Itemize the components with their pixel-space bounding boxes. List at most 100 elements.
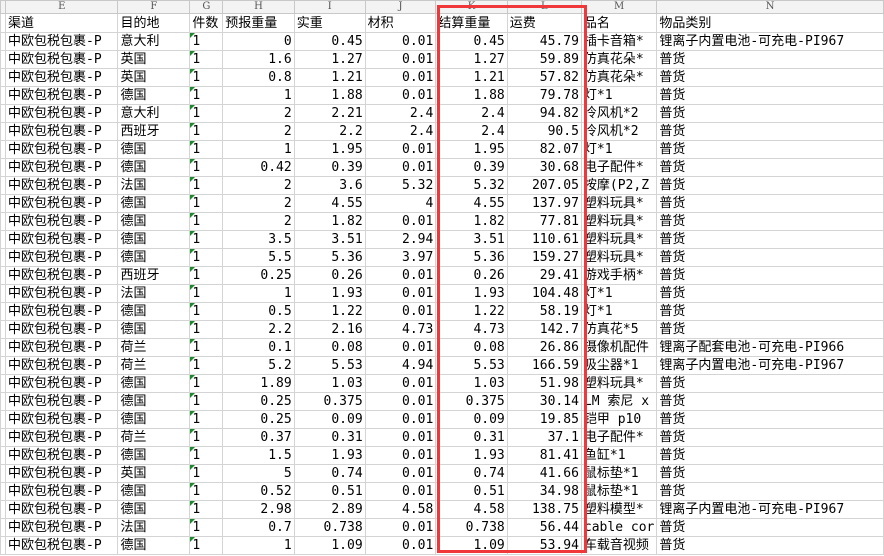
cell-forecast-weight[interactable]: 0.25 <box>222 410 295 429</box>
cell-volume[interactable]: 4 <box>364 194 437 213</box>
cell-destination[interactable]: 德国 <box>117 212 191 231</box>
cell-product-name[interactable]: 摄像机配件 <box>580 338 658 357</box>
cell-actual-weight[interactable]: 2.89 <box>293 500 366 519</box>
cell-channel[interactable]: 中欧包税包裹-P <box>4 284 119 303</box>
cell-channel[interactable]: 中欧包税包裹-P <box>4 500 119 519</box>
cell-destination[interactable]: 德国 <box>117 446 191 465</box>
cell-product-name[interactable]: 塑料玩具* <box>580 374 658 393</box>
cell-freight[interactable]: 207.05 <box>506 176 582 195</box>
cell-freight[interactable]: 19.85 <box>506 410 582 429</box>
cell-actual-weight[interactable]: 1.88 <box>293 86 366 105</box>
cell-channel[interactable]: 中欧包税包裹-P <box>4 158 119 177</box>
cell-actual-weight[interactable]: 1.82 <box>293 212 366 231</box>
cell-product-category[interactable]: 普货 <box>656 446 884 465</box>
cell-product-category[interactable]: 普货 <box>656 176 884 195</box>
cell-product-category[interactable]: 普货 <box>656 212 884 231</box>
cell-channel[interactable]: 中欧包税包裹-P <box>4 266 119 285</box>
cell-destination[interactable]: 英国 <box>117 68 191 87</box>
cell-destination[interactable]: 荷兰 <box>117 356 191 375</box>
cell-freight[interactable]: 159.27 <box>506 248 582 267</box>
header-cell-forecast-weight[interactable]: 预报重量 <box>222 13 295 33</box>
cell-channel[interactable]: 中欧包税包裹-P <box>4 446 119 465</box>
cell-piece-count[interactable]: 1 <box>189 212 224 231</box>
cell-actual-weight[interactable]: 2.2 <box>293 122 366 141</box>
cell-forecast-weight[interactable]: 2.2 <box>222 320 295 339</box>
cell-piece-count[interactable]: 1 <box>189 464 224 483</box>
cell-piece-count[interactable]: 1 <box>189 230 224 249</box>
cell-destination[interactable]: 西班牙 <box>117 122 191 141</box>
cell-actual-weight[interactable]: 0.375 <box>293 392 366 411</box>
cell-channel[interactable]: 中欧包税包裹-P <box>4 212 119 231</box>
cell-destination[interactable]: 意大利 <box>117 104 191 123</box>
cell-channel[interactable]: 中欧包税包裹-P <box>4 122 119 141</box>
cell-settlement-weight[interactable]: 0.74 <box>435 464 508 483</box>
cell-product-name[interactable]: 电子配件* <box>580 428 658 447</box>
column-header-f[interactable]: F <box>117 0 191 14</box>
cell-settlement-weight[interactable]: 5.53 <box>435 356 508 375</box>
cell-destination[interactable]: 德国 <box>117 410 191 429</box>
cell-freight[interactable]: 104.48 <box>506 284 582 303</box>
cell-settlement-weight[interactable]: 1.93 <box>435 284 508 303</box>
cell-product-name[interactable]: LM 索尼 x <box>580 392 658 411</box>
cell-product-category[interactable]: 普货 <box>656 392 884 411</box>
cell-volume[interactable]: 5.32 <box>364 176 437 195</box>
cell-product-category[interactable]: 普货 <box>656 536 884 555</box>
cell-settlement-weight[interactable]: 0.31 <box>435 428 508 447</box>
cell-forecast-weight[interactable]: 2 <box>222 122 295 141</box>
cell-piece-count[interactable]: 1 <box>189 176 224 195</box>
cell-freight[interactable]: 110.61 <box>506 230 582 249</box>
column-header-i[interactable]: I <box>293 0 366 14</box>
cell-settlement-weight[interactable]: 1.09 <box>435 536 508 555</box>
cell-forecast-weight[interactable]: 1 <box>222 284 295 303</box>
cell-forecast-weight[interactable]: 1.89 <box>222 374 295 393</box>
cell-settlement-weight[interactable]: 0.51 <box>435 482 508 501</box>
cell-product-name[interactable]: 车载音视频 <box>580 536 658 555</box>
cell-settlement-weight[interactable]: 0.26 <box>435 266 508 285</box>
cell-freight[interactable]: 37.1 <box>506 428 582 447</box>
cell-volume[interactable]: 0.01 <box>364 32 437 51</box>
cell-piece-count[interactable]: 1 <box>189 374 224 393</box>
cell-volume[interactable]: 0.01 <box>364 68 437 87</box>
cell-piece-count[interactable]: 1 <box>189 428 224 447</box>
cell-destination[interactable]: 德国 <box>117 248 191 267</box>
cell-channel[interactable]: 中欧包税包裹-P <box>4 68 119 87</box>
cell-forecast-weight[interactable]: 5.5 <box>222 248 295 267</box>
cell-product-name[interactable]: 鼠标垫*1 <box>580 464 658 483</box>
cell-actual-weight[interactable]: 0.26 <box>293 266 366 285</box>
cell-destination[interactable]: 德国 <box>117 320 191 339</box>
cell-freight[interactable]: 81.41 <box>506 446 582 465</box>
cell-settlement-weight[interactable]: 1.27 <box>435 50 508 69</box>
cell-actual-weight[interactable]: 1.93 <box>293 446 366 465</box>
cell-product-category[interactable]: 普货 <box>656 68 884 87</box>
cell-destination[interactable]: 德国 <box>117 140 191 159</box>
cell-product-name[interactable]: 塑料玩具* <box>580 230 658 249</box>
cell-destination[interactable]: 德国 <box>117 392 191 411</box>
cell-actual-weight[interactable]: 3.51 <box>293 230 366 249</box>
cell-product-category[interactable]: 普货 <box>656 140 884 159</box>
cell-volume[interactable]: 4.73 <box>364 320 437 339</box>
cell-freight[interactable]: 142.7 <box>506 320 582 339</box>
cell-freight[interactable]: 41.66 <box>506 464 582 483</box>
cell-piece-count[interactable]: 1 <box>189 194 224 213</box>
cell-piece-count[interactable]: 1 <box>189 356 224 375</box>
cell-freight[interactable]: 30.68 <box>506 158 582 177</box>
cell-product-category[interactable]: 普货 <box>656 50 884 69</box>
cell-destination[interactable]: 荷兰 <box>117 428 191 447</box>
cell-piece-count[interactable]: 1 <box>189 518 224 537</box>
cell-destination[interactable]: 德国 <box>117 158 191 177</box>
cell-actual-weight[interactable]: 0.738 <box>293 518 366 537</box>
cell-product-name[interactable]: 电子配件* <box>580 158 658 177</box>
cell-volume[interactable]: 4.58 <box>364 500 437 519</box>
cell-product-name[interactable]: 塑料玩具* <box>580 248 658 267</box>
cell-channel[interactable]: 中欧包税包裹-P <box>4 320 119 339</box>
cell-product-category[interactable]: 锂离子配套电池-可充电-PI966 <box>656 338 884 357</box>
cell-channel[interactable]: 中欧包税包裹-P <box>4 104 119 123</box>
cell-product-name[interactable]: 灯*1 <box>580 86 658 105</box>
cell-channel[interactable]: 中欧包税包裹-P <box>4 392 119 411</box>
cell-product-name[interactable]: 鱼缸*1 <box>580 446 658 465</box>
cell-product-category[interactable]: 普货 <box>656 122 884 141</box>
cell-volume[interactable]: 3.97 <box>364 248 437 267</box>
column-header-e[interactable]: E <box>4 0 119 14</box>
cell-product-name[interactable]: 灯*1 <box>580 140 658 159</box>
cell-destination[interactable]: 德国 <box>117 230 191 249</box>
